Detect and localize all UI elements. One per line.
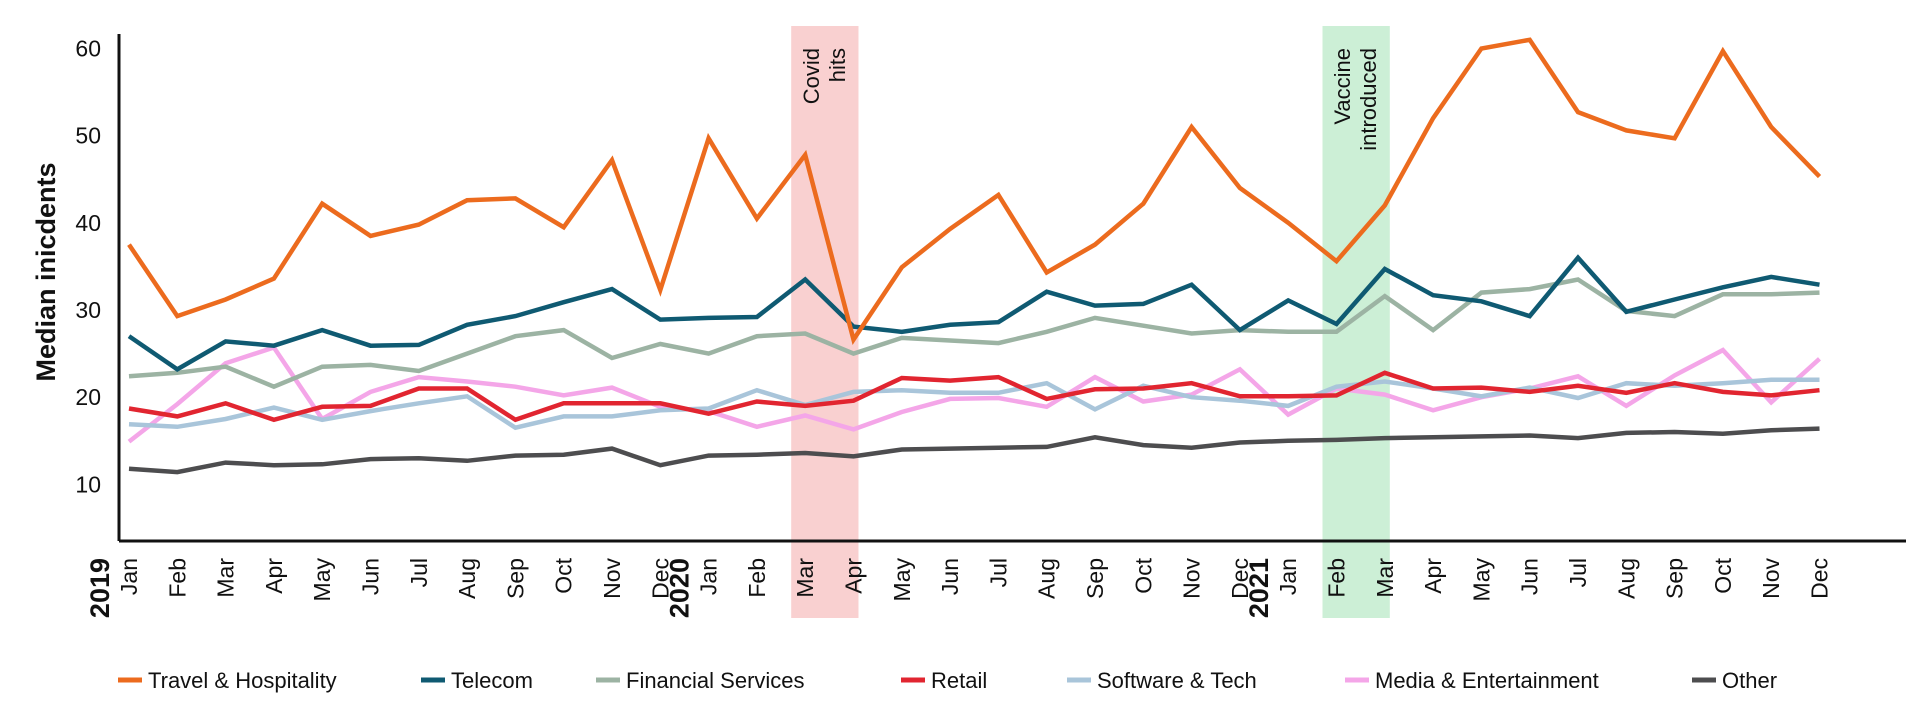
annotation-bands <box>791 26 1390 618</box>
legend-item: Other <box>1692 668 1777 693</box>
x-tick-label: May <box>1468 558 1494 602</box>
y-axis: 10 20 30 40 50 60 <box>75 34 121 541</box>
x-tick-label: Oct <box>1710 557 1736 593</box>
x-tick-label: Jan <box>696 558 722 595</box>
legend-label: Other <box>1722 668 1777 693</box>
y-axis-label: Median inicdents <box>31 162 61 381</box>
x-tick-label: May <box>889 558 915 602</box>
series-line-travel-hospitality <box>127 37 1822 346</box>
y-tick-label: 60 <box>75 36 101 62</box>
x-tick-label: Sep <box>1662 558 1688 599</box>
series-line-other <box>128 426 1820 475</box>
x-tick-label: Jun <box>358 558 384 595</box>
x-tick-label: Jul <box>1565 558 1591 587</box>
legend-label: Media & Entertainment <box>1375 668 1599 693</box>
x-tick-label: Sep <box>502 558 528 599</box>
x-tick-label: Apr <box>1420 558 1446 594</box>
year-label: 2020 <box>665 558 695 618</box>
x-tick-label: Dec <box>1227 558 1253 599</box>
x-tick-label: Jan <box>1275 558 1301 595</box>
annotation-label-1: Vaccineintroduced <box>1330 48 1381 151</box>
x-tick-label: Dec <box>647 558 673 599</box>
x-tick-label: Nov <box>1179 558 1205 599</box>
x-tick-label: Apr <box>841 558 867 594</box>
legend-label: Retail <box>931 668 987 693</box>
series-line-media-entertainment <box>127 344 1822 444</box>
x-tick-label: Apr <box>261 558 287 594</box>
series-line-financial-services <box>128 277 1820 390</box>
x-tick-label: Oct <box>551 557 577 593</box>
legend-label: Financial Services <box>626 668 805 693</box>
legend-label: Telecom <box>451 668 533 693</box>
x-tick-label: Jun <box>1517 558 1543 595</box>
annotation-text: Vaccineintroduced <box>1330 48 1381 151</box>
x-tick-label: Feb <box>1324 558 1350 598</box>
x-tick-label: Aug <box>454 558 480 599</box>
annotation-text: Covidhits <box>799 48 850 104</box>
legend-label: Travel & Hospitality <box>148 668 337 693</box>
x-tick-label: Nov <box>599 558 625 599</box>
x-tick-label: Jun <box>937 558 963 595</box>
y-tick-label: 20 <box>75 384 101 410</box>
y-tick-label: 10 <box>75 471 101 497</box>
series-lines <box>127 37 1822 475</box>
x-tick-label: Nov <box>1758 558 1784 599</box>
x-tick-label: Jul <box>985 558 1011 587</box>
year-label: 2021 <box>1244 558 1274 618</box>
legend-item: Travel & Hospitality <box>118 668 337 693</box>
legend-label: Software & Tech <box>1097 668 1257 693</box>
series-line-telecom <box>127 254 1820 372</box>
legend-item: Telecom <box>421 668 533 693</box>
x-tick-label: Jan <box>116 558 142 595</box>
y-tick-label: 40 <box>75 210 101 236</box>
annotation-labels: Covidhits Vaccineintroduced <box>799 48 1381 151</box>
x-tick-label: Mar <box>1372 558 1398 598</box>
x-tick-label: Aug <box>1613 558 1639 599</box>
x-tick-label: May <box>309 558 335 602</box>
series-line-retail <box>128 370 1820 423</box>
x-tick-label: Mar <box>213 558 239 598</box>
legend-item: Media & Entertainment <box>1345 668 1599 693</box>
x-axis: Jan Feb Mar Apr May Jun Jul Aug Sep Oct Nov Dec Jan F… <box>85 539 1906 618</box>
legend: Travel & Hospitality Telecom Financial Ser… <box>118 668 1777 693</box>
x-tick-label: Dec <box>1807 558 1833 599</box>
x-tick-label: Oct <box>1130 557 1156 593</box>
y-tick-label: 30 <box>75 297 101 323</box>
x-tick-label: Sep <box>1082 558 1108 599</box>
x-tick-label: Jul <box>406 558 432 587</box>
legend-item: Retail <box>901 668 987 693</box>
year-label: 2019 <box>85 558 115 618</box>
x-tick-label: Mar <box>792 558 818 598</box>
legend-item: Financial Services <box>596 668 805 693</box>
x-tick-label: Feb <box>164 558 190 598</box>
x-tick-label: Aug <box>1034 558 1060 599</box>
annotation-label-0: Covidhits <box>799 48 850 104</box>
x-tick-label: Feb <box>744 558 770 598</box>
y-tick-label: 50 <box>75 123 101 149</box>
legend-item: Software & Tech <box>1067 668 1257 693</box>
